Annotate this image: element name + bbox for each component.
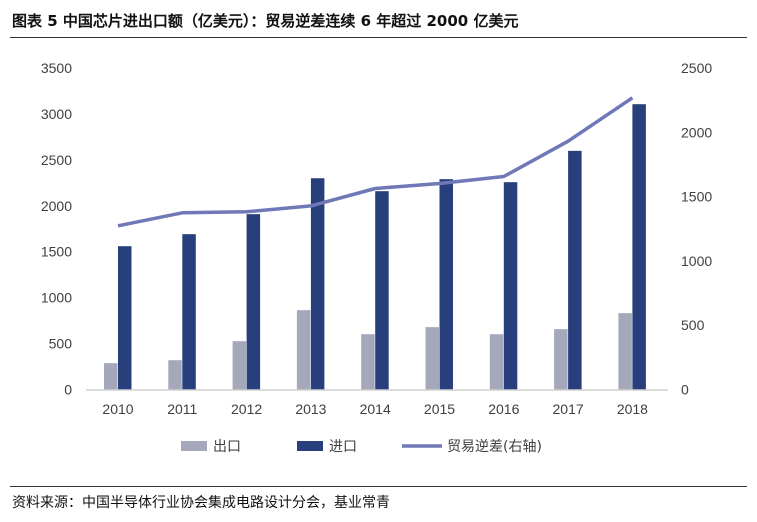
- y-left-tick-label: 1000: [41, 290, 72, 306]
- y-right-tick-label: 0: [681, 382, 689, 398]
- y-left-tick-label: 500: [49, 336, 73, 352]
- x-tick-label: 2013: [295, 401, 326, 417]
- x-tick-label: 2010: [102, 401, 133, 417]
- y-right-tick-label: 1000: [681, 253, 712, 269]
- chart-title: 图表 5 中国芯片进出口额（亿美元）：贸易逆差连续 6 年超过 2000 亿美元: [12, 12, 519, 30]
- export-bar: [554, 329, 568, 390]
- export-bar: [489, 334, 504, 390]
- export-bar: [104, 363, 118, 390]
- x-tick-label: 2015: [424, 401, 455, 417]
- import-bar: [439, 179, 453, 390]
- y-right-tick-label: 1500: [681, 189, 712, 205]
- legend-label-deficit: 贸易逆差(右轴): [447, 439, 542, 455]
- x-tick-label: 2011: [167, 401, 197, 417]
- y-left-tick-label: 2500: [41, 152, 72, 168]
- import-bar: [568, 150, 582, 390]
- export-bar: [361, 334, 375, 390]
- legend-label-import: 进口: [329, 439, 357, 455]
- x-tick-label: 2017: [553, 401, 584, 417]
- x-tick-label: 2016: [488, 401, 519, 417]
- y-right-tick-label: 2000: [681, 124, 712, 140]
- import-bar: [375, 191, 389, 390]
- y-right-tick-label: 2500: [681, 60, 712, 76]
- y-right-tick-label: 500: [681, 317, 705, 333]
- title-divider: [10, 37, 747, 38]
- y-left-tick-label: 3500: [41, 60, 72, 76]
- export-bar: [168, 360, 182, 390]
- y-left-tick-label: 3000: [41, 106, 72, 122]
- import-bar: [182, 234, 196, 390]
- import-bar: [503, 182, 518, 390]
- x-tick-label: 2018: [617, 401, 648, 417]
- y-left-tick-label: 2000: [41, 198, 72, 214]
- x-tick-label: 2014: [360, 401, 391, 417]
- export-bar: [425, 327, 439, 390]
- import-bar: [246, 214, 261, 390]
- legend-label-export: 出口: [213, 439, 241, 455]
- import-bar: [310, 178, 325, 390]
- export-bar: [618, 313, 632, 390]
- import-bar: [118, 246, 132, 390]
- legend-swatch-import: [297, 441, 323, 451]
- y-left-tick-label: 1500: [41, 244, 72, 260]
- source-note: 资料来源：中国半导体行业协会集成电路设计分会，基业常青: [12, 495, 390, 511]
- source-divider: [10, 486, 747, 487]
- import-bar: [632, 104, 646, 390]
- legend-swatch-export: [181, 441, 207, 451]
- y-left-tick-label: 0: [64, 382, 72, 398]
- x-tick-label: 2012: [231, 401, 262, 417]
- chart-svg: 0 500 1000 1500 2000 2500 3000 3500 0 500 1000 1500…: [41, 60, 713, 455]
- export-bar: [232, 341, 247, 390]
- export-bar: [296, 310, 311, 390]
